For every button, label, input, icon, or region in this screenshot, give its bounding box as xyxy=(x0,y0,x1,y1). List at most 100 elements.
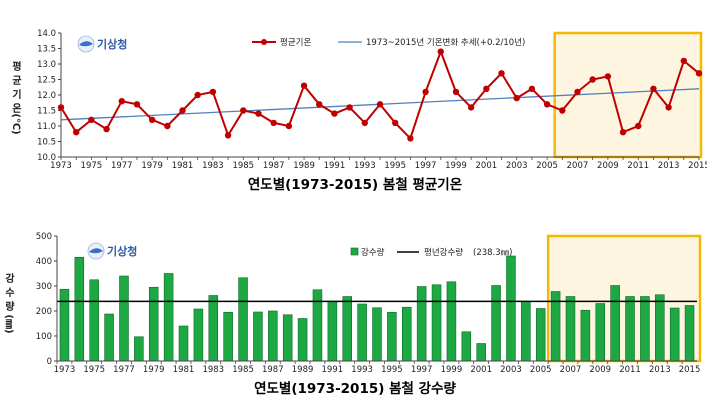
precipitation-bar xyxy=(610,285,620,362)
temperature-point xyxy=(88,116,95,124)
x-tick-label: 1975 xyxy=(81,161,103,171)
x-tick-label: 2007 xyxy=(560,365,582,375)
temperature-point xyxy=(604,73,612,80)
y-label-char-2: 균 xyxy=(12,75,21,87)
precipitation-bar xyxy=(59,288,70,362)
y-label-unit: (㎜) xyxy=(3,314,14,333)
precipitation-bar xyxy=(476,343,486,362)
temperature-point xyxy=(680,57,688,65)
x-tick-label: 1987 xyxy=(262,365,284,375)
y-label-char-1: 강 xyxy=(5,272,15,285)
x-tick-label: 1977 xyxy=(113,365,135,375)
y-label-unit: (℃) xyxy=(10,113,21,134)
temperature-point xyxy=(164,122,171,130)
precipitation-bar xyxy=(357,303,367,362)
precipitation-bar xyxy=(223,311,233,362)
x-tick-label: 1991 xyxy=(324,161,346,171)
x-tick-label: 1999 xyxy=(445,161,467,171)
x-tick-label: 2015 xyxy=(688,161,707,171)
y-tick-label: 10.5 xyxy=(37,138,56,148)
y-tick-label: 300 xyxy=(36,282,52,292)
precipitation-bar xyxy=(89,279,99,362)
precipitation-bar xyxy=(297,318,308,362)
precipitation-chart: 0 100 200 300 400 500 1973 1975 1977 1979 1981 198… xyxy=(3,232,702,397)
y-label-char-1: 평 xyxy=(12,60,21,73)
x-tick-label: 2003 xyxy=(506,161,528,171)
precipitation-bar xyxy=(208,295,219,362)
precipitation-legend: 강수량 평년강수량 (238.3㎜) xyxy=(350,247,512,258)
x-tick-label: 1981 xyxy=(172,161,194,171)
temperature-point xyxy=(133,101,141,108)
temperature-point xyxy=(695,70,703,77)
precipitation-bar xyxy=(655,294,665,362)
temperature-points xyxy=(57,48,703,142)
x-tick-label: 1997 xyxy=(411,365,433,375)
legend-trend-label: 1973~2015년 기온변화 추세(+0.2/10년) xyxy=(366,37,525,48)
y-ticks: 0 100 200 300 400 500 xyxy=(36,232,57,367)
temperature-point xyxy=(452,88,460,96)
precipitation-bar xyxy=(327,301,338,362)
x-ticks: 1973 1975 1977 1979 1981 1983 1985 1987 1989 1991… xyxy=(50,157,707,171)
precipitation-bar xyxy=(372,307,382,362)
x-tick-label: 1975 xyxy=(83,365,105,375)
temperature-point xyxy=(407,135,414,142)
temperature-point xyxy=(240,107,247,114)
x-tick-label: 2001 xyxy=(476,161,498,171)
y-tick-label: 10.0 xyxy=(37,153,56,163)
y-tick-label: 100 xyxy=(36,332,52,342)
kma-logo-text: 기상청 xyxy=(97,37,127,51)
legend-normal-value: (238.3㎜) xyxy=(473,248,512,258)
y-tick-label: 13.0 xyxy=(37,60,56,70)
precipitation-bar xyxy=(268,310,278,362)
x-tick-label: 2001 xyxy=(470,365,492,375)
precipitation-bar xyxy=(431,284,442,362)
x-tick-label: 2005 xyxy=(536,161,558,171)
temperature-point xyxy=(72,129,80,136)
y-tick-label: 12.0 xyxy=(37,91,56,101)
y-axis-label: 평 균 기 온 (℃) xyxy=(10,60,22,135)
precipitation-bar xyxy=(565,296,576,362)
precipitation-bar xyxy=(506,255,516,362)
x-tick-label: 1989 xyxy=(293,161,315,171)
temperature-point xyxy=(650,85,657,93)
precipitation-bar xyxy=(580,309,591,362)
x-tick-label: 2015 xyxy=(679,365,701,375)
temperature-point xyxy=(467,104,475,111)
legend-temperature-label: 평균기온 xyxy=(280,37,311,48)
y-ticks: 10.0 10.5 11.0 11.5 12.0 12.5 13.0 13.5 14.0 xyxy=(37,29,61,163)
x-tick-label: 1995 xyxy=(381,365,403,375)
y-tick-label: 12.5 xyxy=(37,76,56,86)
temperature-point xyxy=(437,48,444,55)
x-tick-label: 1999 xyxy=(441,365,463,375)
temperature-legend: 평균기온 1973~2015년 기온변화 추세(+0.2/10년) xyxy=(252,37,525,48)
temperature-point xyxy=(224,132,232,139)
temperature-point xyxy=(422,88,429,96)
temperature-point xyxy=(194,91,201,99)
temperature-point xyxy=(635,122,642,130)
temperature-point xyxy=(300,82,308,89)
precipitation-bar xyxy=(402,306,412,362)
y-tick-label: 14.0 xyxy=(37,29,56,39)
temperature-point xyxy=(103,125,110,133)
precipitation-bar xyxy=(119,275,129,362)
x-ticks: 1973 1975 1977 1979 1981 1983 1985 1987 1989 1991… xyxy=(54,361,701,375)
y-tick-label: 13.5 xyxy=(37,45,56,55)
temperature-point xyxy=(589,76,596,83)
precipitation-bar xyxy=(535,308,546,362)
x-tick-label: 1977 xyxy=(111,161,133,171)
temperature-point xyxy=(148,116,156,124)
kma-logo: 기상청 xyxy=(87,242,137,260)
temperature-point xyxy=(270,119,277,127)
precipitation-bar xyxy=(521,301,531,362)
precipitation-bar xyxy=(134,336,144,362)
temperature-point xyxy=(316,101,323,108)
temperature-point xyxy=(255,110,262,117)
temperature-point xyxy=(619,129,627,136)
kma-logo-swirl xyxy=(79,41,93,47)
precipitation-bar xyxy=(312,289,323,362)
temperature-caption: 연도별(1973-2015) 봄철 평균기온 xyxy=(248,176,462,193)
temperature-point xyxy=(498,70,505,77)
legend-precip-label: 강수량 xyxy=(361,247,385,258)
precipitation-bar xyxy=(446,281,457,362)
